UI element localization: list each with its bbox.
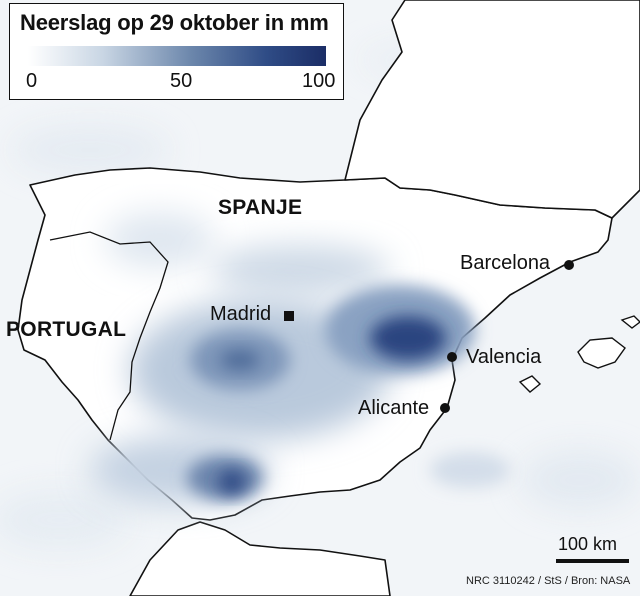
ibiza (518, 375, 542, 393)
country-label-portugal: PORTUGAL (6, 318, 127, 341)
barcelona-marker (564, 260, 574, 270)
france-coast (344, 0, 640, 219)
menorca (620, 315, 640, 329)
land-precipitation (90, 212, 510, 505)
mallorca (577, 337, 626, 369)
morocco-coast (129, 521, 391, 596)
valencia-marker (447, 352, 457, 362)
city-label-alicante: Alicante (358, 397, 430, 419)
legend-tick-100: 100 (302, 70, 336, 92)
scale-bar (556, 559, 629, 563)
city-label-madrid: Madrid (210, 303, 272, 325)
city-label-valencia: Valencia (466, 346, 542, 368)
city-label-barcelona: Barcelona (460, 252, 551, 274)
madrid-marker (284, 311, 294, 321)
portugal-spain-border (49, 231, 169, 441)
legend-color-bar (28, 46, 326, 66)
legend-tick-50: 50 (170, 70, 193, 92)
legend-title: Neerslag op 29 oktober in mm (20, 10, 329, 35)
legend: Neerslag op 29 oktober in mm 0 50 100 (9, 3, 344, 100)
scale-label: 100 km (558, 534, 618, 554)
country-label-spain: SPANJE (218, 196, 303, 219)
legend-tick-0: 0 (26, 70, 38, 92)
source-credit: NRC 3110242 / StS / Bron: NASA (466, 575, 631, 587)
alicante-marker (440, 403, 450, 413)
